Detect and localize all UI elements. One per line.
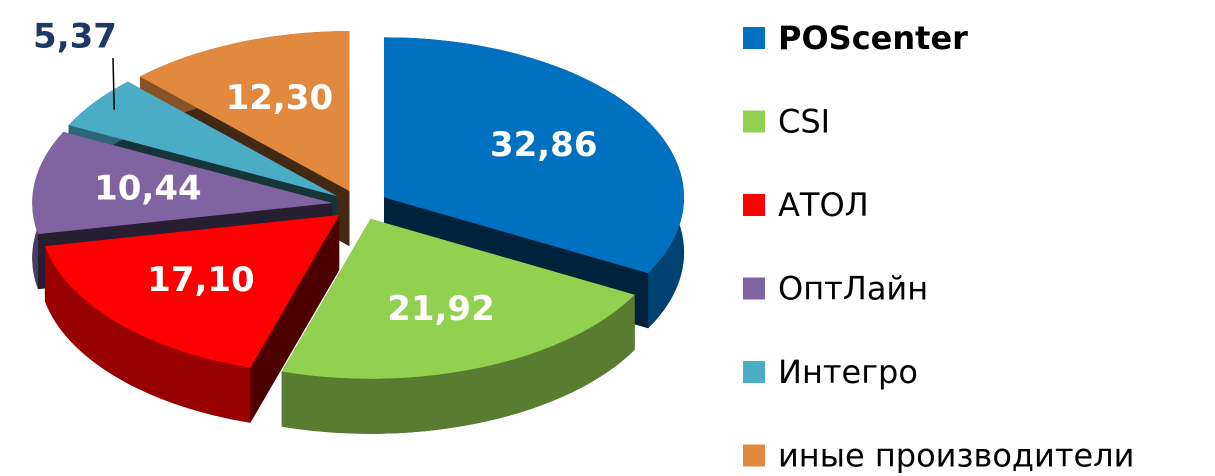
legend-label: Интегро — [778, 353, 918, 391]
slice-top — [384, 37, 685, 274]
slice — [44, 214, 340, 423]
value-label: 32,86 — [490, 125, 598, 165]
legend-swatch — [743, 361, 765, 383]
slice-top — [139, 31, 350, 192]
slice-top — [281, 218, 635, 379]
value-label: 17,10 — [147, 260, 255, 300]
legend-label: ОптЛайн — [778, 270, 928, 308]
legend-label: иные производители — [778, 437, 1134, 475]
slice-top — [44, 214, 340, 368]
legend-swatch — [743, 27, 765, 49]
legend-label: CSI — [778, 103, 830, 141]
legend-swatch — [743, 110, 765, 133]
legend-label: POScenter — [778, 19, 968, 57]
value-label: 12,30 — [226, 78, 334, 118]
value-label: 10,44 — [94, 168, 202, 208]
slice-top — [68, 81, 338, 197]
leader-line — [112, 57, 115, 110]
legend-swatch — [743, 444, 765, 467]
legend-label: АТОЛ — [778, 186, 869, 224]
slice-wall — [281, 294, 635, 434]
slice-top — [32, 131, 333, 235]
legend-swatch — [743, 277, 765, 300]
legend-swatch — [743, 194, 765, 216]
value-label: 5,37 — [33, 17, 117, 57]
slice-wall — [44, 246, 251, 423]
value-label: 21,92 — [387, 289, 495, 329]
slice — [281, 218, 635, 434]
